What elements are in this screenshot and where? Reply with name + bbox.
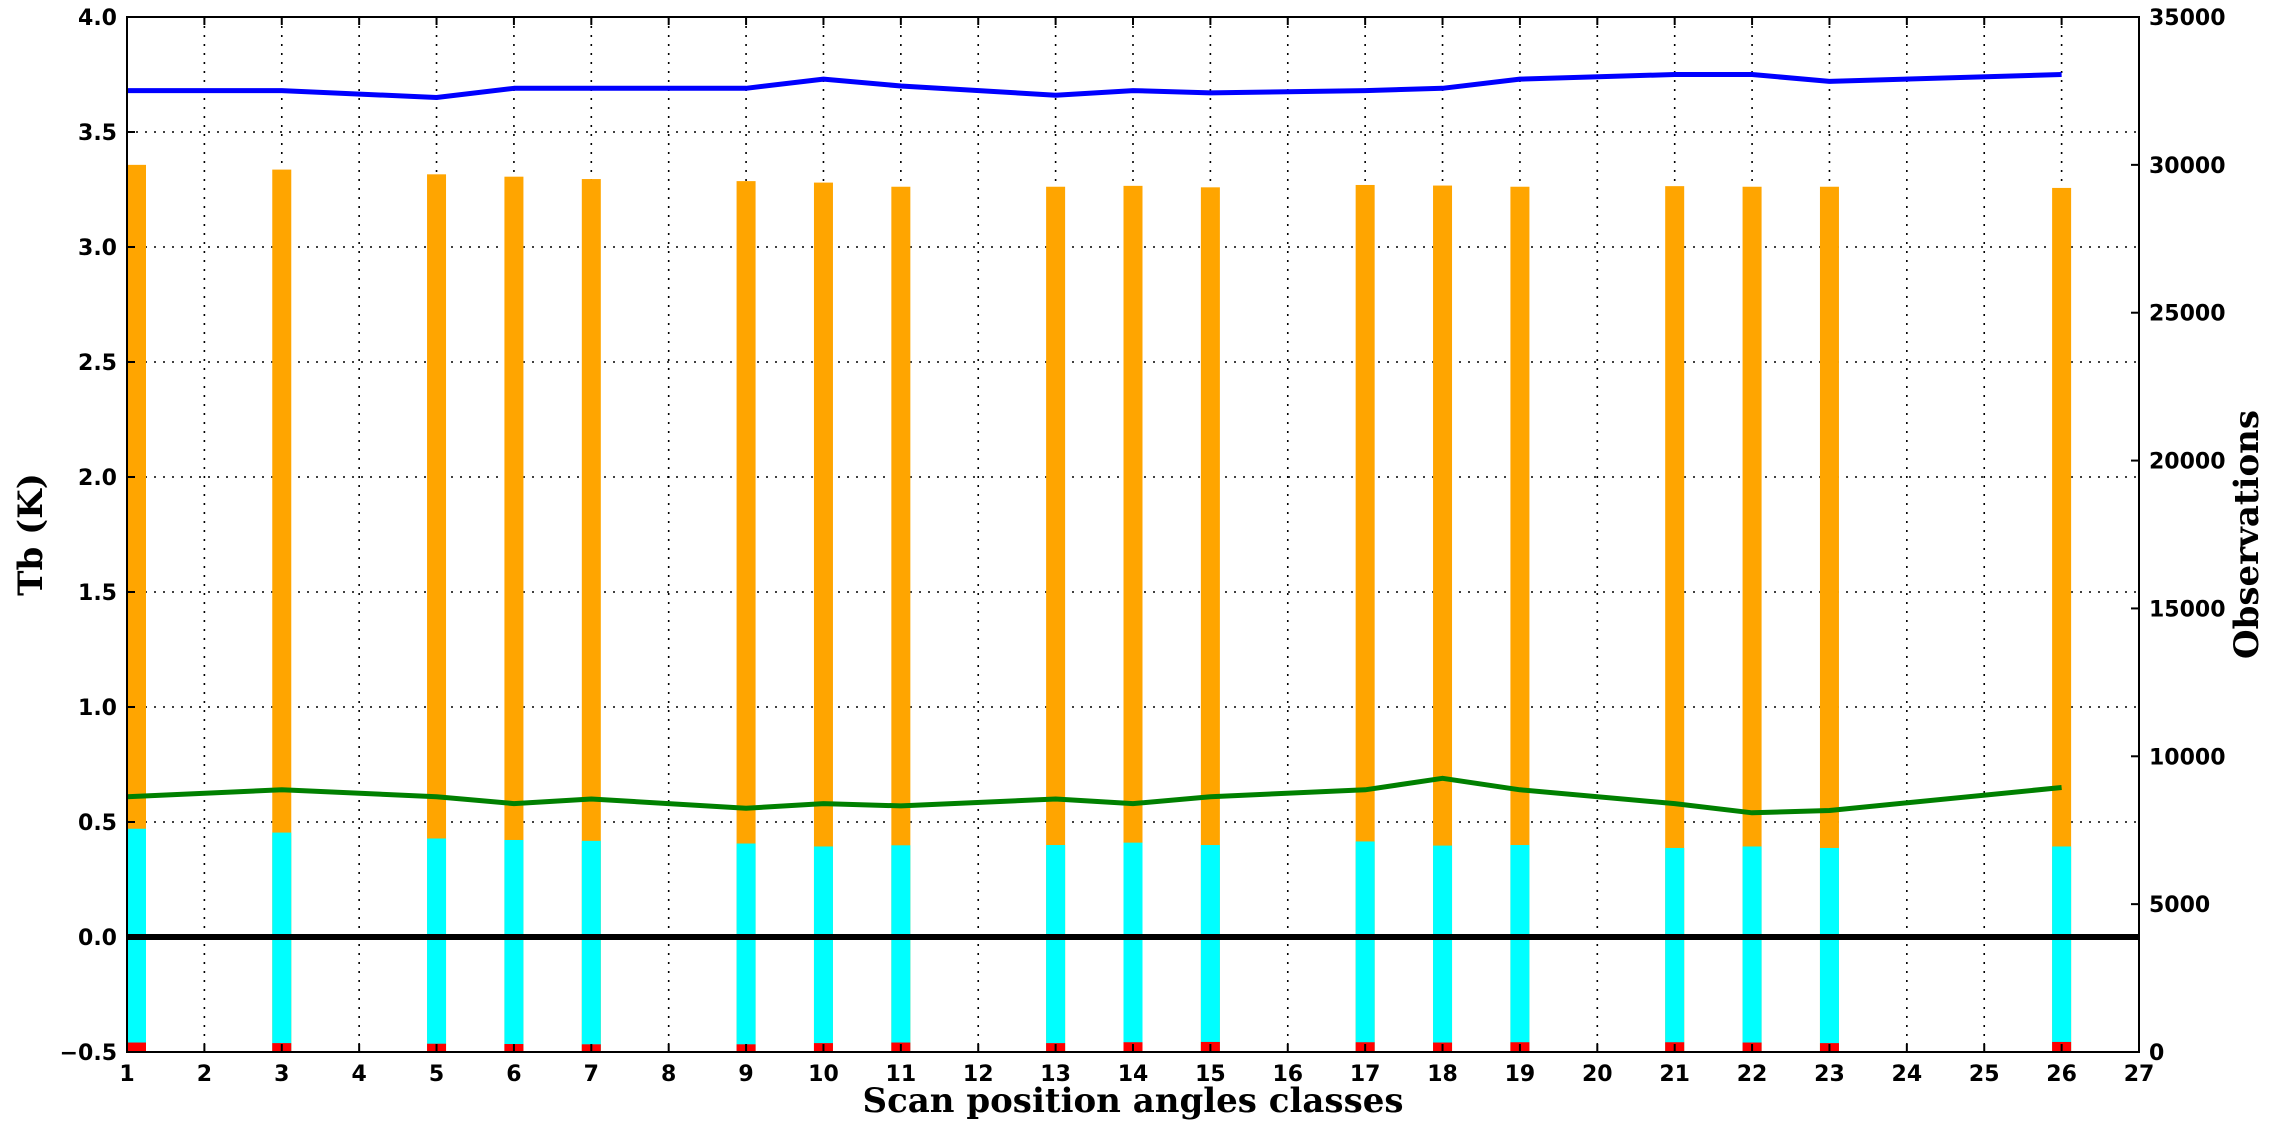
y-right-tick-label: 20000 (2149, 450, 2226, 475)
y-right-tick-label: 15000 (2149, 597, 2226, 622)
x-axis-title: Scan position angles classes (863, 1081, 1404, 1121)
bar-orange (504, 176, 524, 1052)
x-tick-label: 10 (808, 1062, 839, 1087)
bar-cyan (813, 846, 833, 1052)
x-tick-label: 12 (963, 1062, 994, 1087)
y-left-tick-label: 3.0 (78, 236, 117, 261)
x-tick-label: 23 (1814, 1062, 1845, 1087)
x-tick-label: 9 (738, 1062, 753, 1087)
bar-orange (1433, 185, 1453, 1053)
bars (127, 164, 2072, 1053)
x-tick-label: 18 (1427, 1062, 1458, 1087)
bar-cyan (1510, 845, 1530, 1052)
y-axis-left-title: Tb (K) (11, 473, 51, 596)
x-tick-label: 19 (1505, 1062, 1536, 1087)
x-tick-label: 22 (1737, 1062, 1768, 1087)
x-tick-label: 20 (1582, 1062, 1613, 1087)
bar-orange (427, 174, 447, 1052)
y-left-tick-label: −0.5 (60, 1041, 117, 1066)
x-tick-label: 7 (584, 1062, 599, 1087)
bar-cyan (1200, 845, 1220, 1052)
line-green (126, 775, 2062, 816)
bar-cyan (891, 845, 911, 1052)
line-blue (127, 72, 2062, 100)
bar-orange (272, 169, 292, 1053)
x-tick-label: 3 (274, 1062, 289, 1087)
bar-red (127, 1042, 146, 1052)
y-right-tick-label: 10000 (2149, 745, 2226, 770)
bar-orange (813, 182, 833, 1053)
bar-orange (1742, 186, 1762, 1053)
y-left-tick-label: 1.5 (78, 581, 117, 606)
x-tick-label: 11 (886, 1062, 917, 1087)
x-tick-label: 1 (119, 1062, 134, 1087)
x-tick-label: 5 (429, 1062, 444, 1087)
bar-cyan (1123, 842, 1143, 1052)
bar-orange (2052, 187, 2072, 1052)
y-right-tick-label: 25000 (2149, 302, 2226, 327)
y-right-tick-label: 30000 (2149, 154, 2226, 179)
x-tick-label: 21 (1659, 1062, 1690, 1087)
y-left-tick-label: 4.0 (78, 6, 117, 31)
bar-cyan (736, 843, 756, 1052)
bar-cyan (581, 840, 601, 1052)
y-left-tick-label: 0.0 (78, 926, 117, 951)
y-right-tick-label: 35000 (2149, 6, 2226, 31)
y-left-tick-label: 2.5 (78, 351, 117, 376)
axis-labels: 1 2 3 4 5 6 7 8 9 10 11 12 13 14 15 16 17 18 19 20 21 22 23 24 2… (60, 6, 2226, 1087)
bar-orange (1510, 186, 1530, 1053)
bar-orange (736, 181, 756, 1052)
bar-cyan (272, 832, 292, 1052)
x-tick-label: 15 (1195, 1062, 1226, 1087)
x-tick-label: 4 (351, 1062, 366, 1087)
y-left-tick-label: 0.5 (78, 811, 117, 836)
bar-cyan (1355, 841, 1375, 1052)
bar-orange (581, 179, 601, 1053)
bar-cyan (427, 838, 447, 1052)
bar-cyan (127, 828, 146, 1052)
bar-cyan (1742, 846, 1762, 1052)
x-tick-label: 8 (661, 1062, 676, 1087)
bar-orange (1046, 186, 1066, 1053)
y-left-tick-label: 1.0 (78, 696, 117, 721)
y-right-tick-label: 5000 (2149, 893, 2210, 918)
bar-orange (891, 186, 911, 1053)
x-tick-label: 14 (1118, 1062, 1149, 1087)
x-tick-label: 17 (1350, 1062, 1381, 1087)
bar-orange (1200, 187, 1220, 1052)
x-tick-label: 25 (1969, 1062, 2000, 1087)
bar-cyan (2052, 846, 2072, 1052)
x-tick-label: 27 (2124, 1062, 2155, 1087)
x-tick-label: 16 (1272, 1062, 1303, 1087)
bar-cyan (1819, 847, 1839, 1052)
axis-ticks (126, 16, 2140, 1053)
x-tick-label: 6 (506, 1062, 521, 1087)
bar-cyan (504, 839, 524, 1052)
y-right-tick-label: 0 (2149, 1041, 2164, 1066)
y-left-tick-label: 2.0 (78, 466, 117, 491)
bar-orange (1819, 186, 1839, 1053)
y-left-tick-label: 3.5 (78, 121, 117, 146)
bar-cyan (1665, 847, 1685, 1052)
x-tick-label: 2 (197, 1062, 212, 1087)
x-tick-label: 13 (1040, 1062, 1071, 1087)
bar-cyan (1046, 845, 1066, 1052)
x-tick-label: 26 (2046, 1062, 2077, 1087)
bar-cyan (1433, 845, 1453, 1052)
x-tick-label: 24 (1892, 1062, 1923, 1087)
series-lines (126, 72, 2062, 816)
bar-orange (1355, 184, 1375, 1053)
y-axis-right-title: Observations (2227, 410, 2267, 659)
bar-orange (1123, 185, 1143, 1053)
bar-orange (1665, 186, 1685, 1053)
